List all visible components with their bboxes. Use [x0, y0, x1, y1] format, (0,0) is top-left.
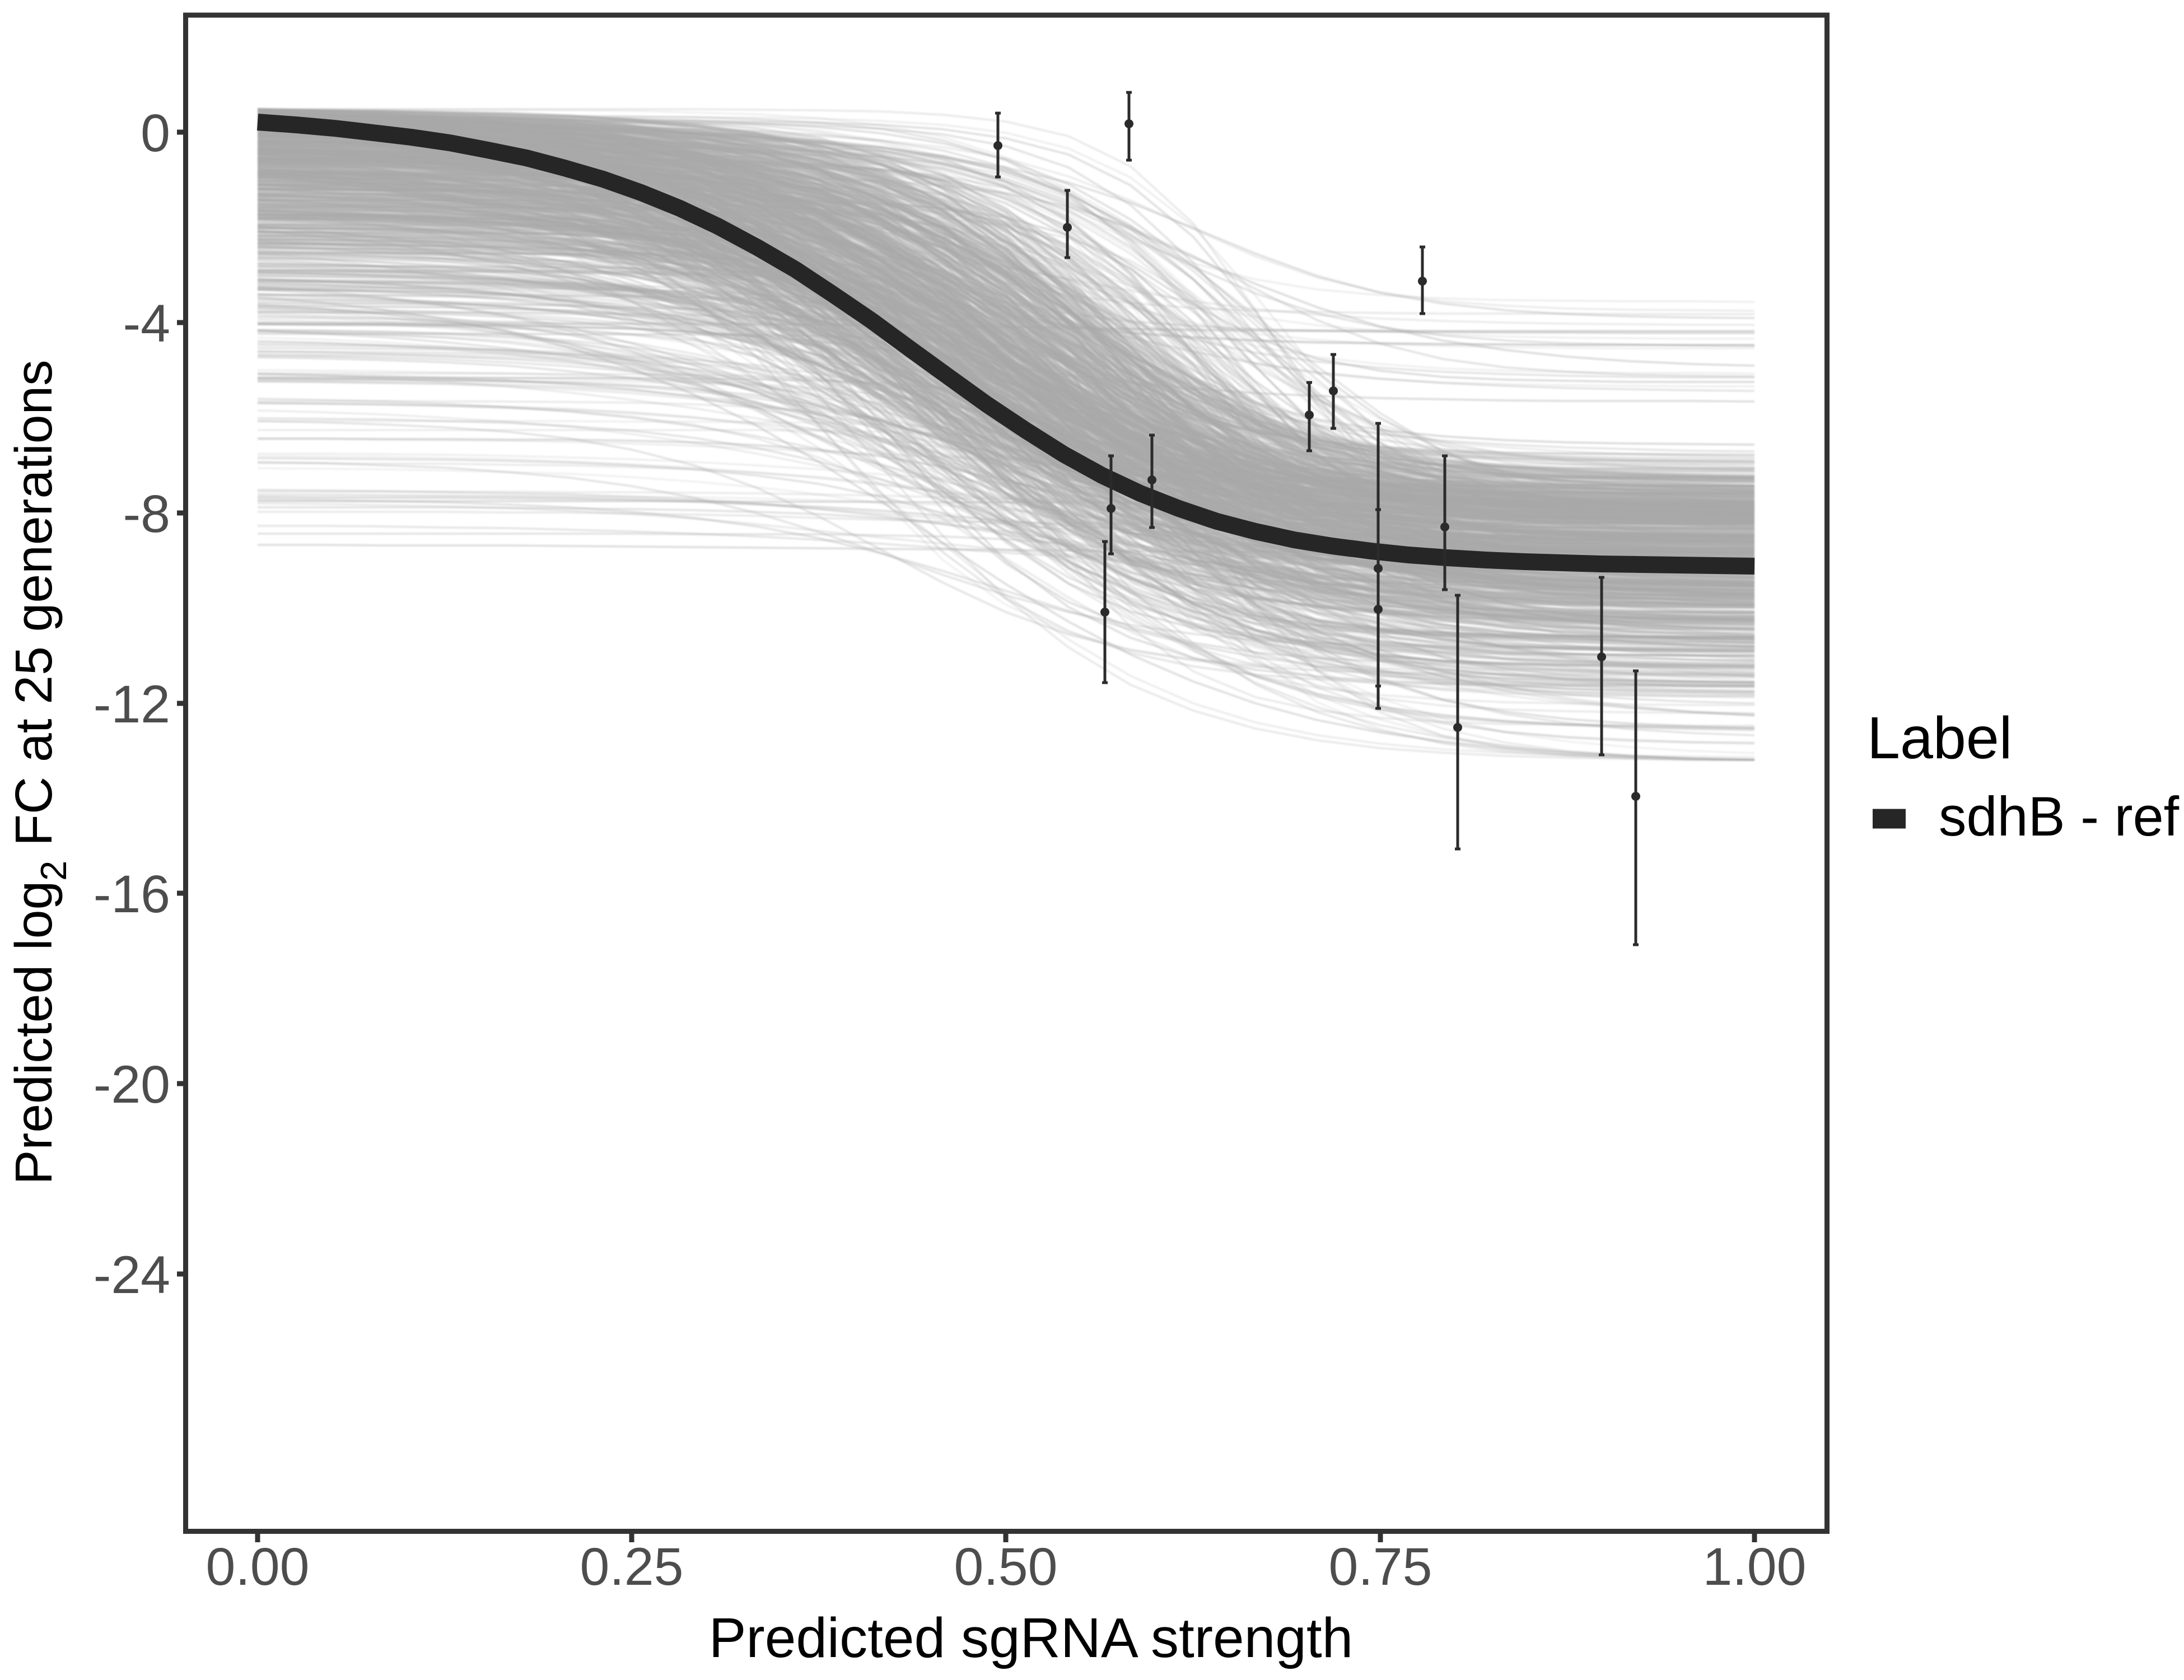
svg-text:-8: -8 [123, 484, 170, 544]
svg-text:Predicted log2 FC at 25 genera: Predicted log2 FC at 25 generations [4, 360, 74, 1184]
svg-text:Predicted sgRNA strength: Predicted sgRNA strength [709, 1607, 1354, 1669]
svg-text:-24: -24 [94, 1245, 170, 1305]
svg-text:1.00: 1.00 [1703, 1537, 1807, 1597]
svg-text:sdhB - ref: sdhB - ref [1939, 785, 2180, 847]
svg-text:0.25: 0.25 [580, 1537, 684, 1597]
svg-text:0.00: 0.00 [206, 1537, 310, 1597]
svg-text:0: 0 [141, 104, 170, 163]
svg-text:0.75: 0.75 [1329, 1537, 1432, 1597]
svg-text:0.50: 0.50 [954, 1537, 1058, 1597]
svg-text:-12: -12 [94, 675, 170, 734]
svg-text:-20: -20 [94, 1055, 170, 1114]
svg-text:-16: -16 [94, 865, 170, 924]
svg-text:Label: Label [1867, 705, 2012, 771]
svg-text:-4: -4 [123, 294, 170, 353]
